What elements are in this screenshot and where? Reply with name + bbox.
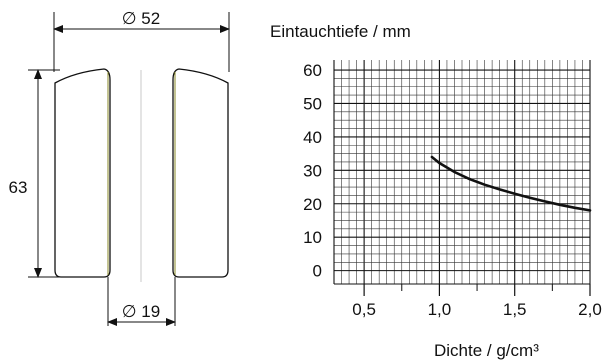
outer-diameter-label: ∅ 52 — [122, 9, 160, 28]
body-right-wall — [172, 68, 229, 278]
chart-grid — [333, 60, 591, 285]
y-tick-label: 0 — [313, 262, 322, 281]
x-axis-title: Dichte / g/cm³ — [434, 341, 539, 360]
y-tick-label: 50 — [303, 94, 322, 113]
y-tick-label: 20 — [303, 195, 322, 214]
y-tick-label: 40 — [303, 128, 322, 147]
y-tick-labels: 0 10 20 30 40 50 60 — [303, 61, 322, 281]
x-tick-label: 1,0 — [428, 300, 452, 319]
y-tick-label: 60 — [303, 61, 322, 80]
y-tick-label: 30 — [303, 161, 322, 180]
x-tick-label: 1,5 — [503, 300, 527, 319]
body-left-wall — [54, 68, 111, 278]
inner-diameter-label: ∅ 19 — [122, 302, 160, 321]
density-curve — [430, 155, 592, 212]
y-axis-title: Eintauchtiefe / mm — [270, 22, 411, 41]
density-depth-chart: Eintauchtiefe / mm Dichte / g/cm³ 0 10 20 3… — [270, 22, 602, 360]
x-tick-label: 0,5 — [352, 300, 376, 319]
y-tick-label: 10 — [303, 228, 322, 247]
x-tick-labels: 0,5 1,0 1,5 2,0 — [352, 300, 602, 319]
float-drawing: ∅ 52 63 ∅ 19 — [9, 9, 230, 326]
x-tick-marks — [363, 284, 591, 296]
x-tick-label: 2,0 — [578, 300, 602, 319]
height-label: 63 — [9, 178, 28, 197]
